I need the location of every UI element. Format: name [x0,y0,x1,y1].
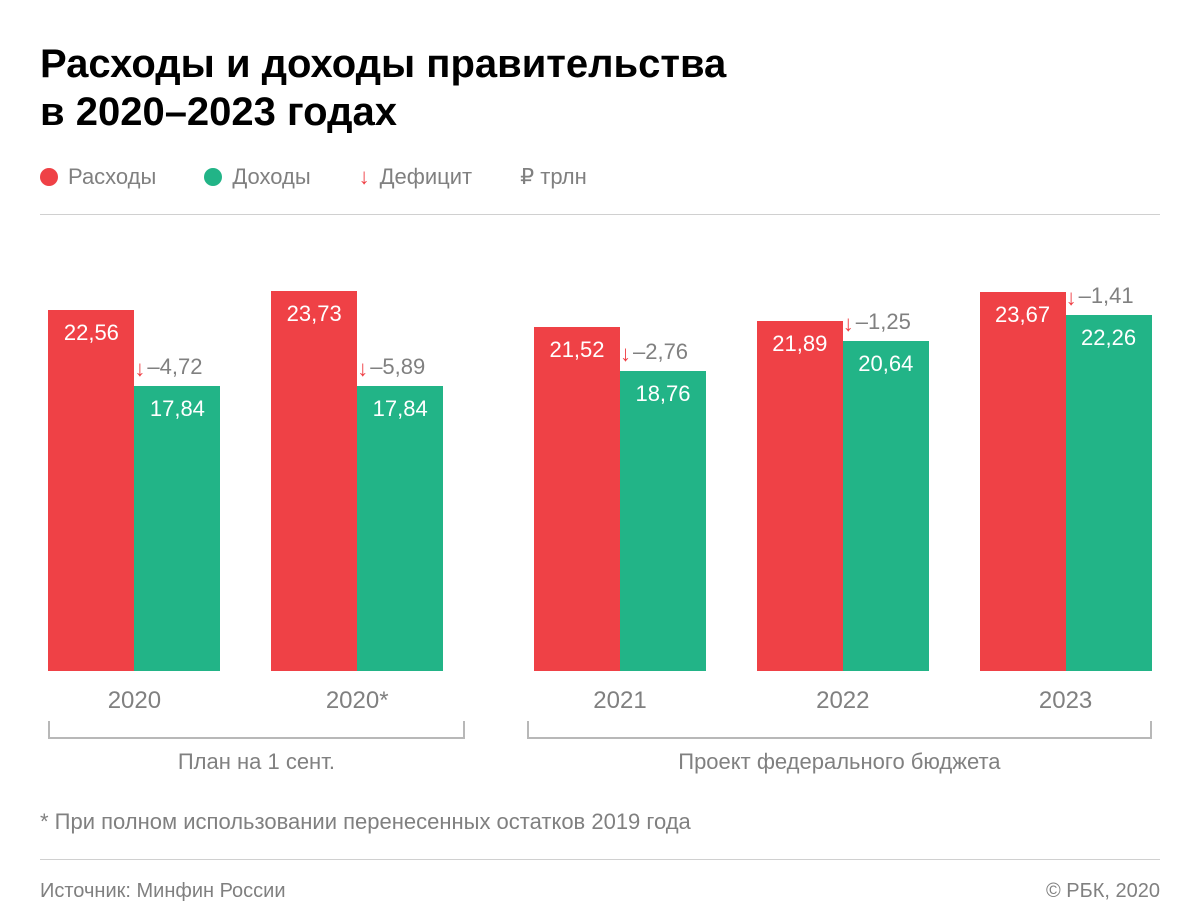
legend-label-income: Доходы [232,164,310,190]
bracket: Проект федерального бюджета [519,721,1160,775]
bracket-line [527,721,1152,739]
arrow-down-icon: ↓ [620,343,631,365]
income-value: 20,64 [858,351,913,377]
income-value: 22,26 [1081,325,1136,351]
expenses-value: 21,52 [549,337,604,363]
legend-unit-label: ₽ трлн [520,164,587,190]
legend-income: Доходы [204,164,310,190]
bar-pair: 21,5218,76↓–2,76 [526,271,715,671]
bracket-label: План на 1 сент. [178,749,335,775]
income-value: 17,84 [150,396,205,422]
legend-label-deficit: Дефицит [380,164,473,190]
deficit-label: ↓–4,72 [134,354,202,386]
income-bar: 18,76↓–2,76 [620,371,706,671]
bar-pair: 21,8920,64↓–1,25 [748,271,937,671]
footer: Источник: Минфин России © РБК, 2020 [40,880,1160,903]
x-axis-label: 2021 [593,687,646,715]
deficit-label: ↓–2,76 [620,339,688,371]
legend-label-expenses: Расходы [68,164,156,190]
income-bar: 17,84↓–5,89 [357,386,443,671]
bracket: План на 1 сент. [40,721,473,775]
year-group: 23,7317,84↓–5,892020* [263,271,452,715]
chart-title: Расходы и доходы правительства в 2020–20… [40,40,1160,136]
income-bar: 22,26↓–1,41 [1066,315,1152,671]
year-group: 21,8920,64↓–1,252022 [748,271,937,715]
deficit-value: –1,41 [1079,283,1134,309]
expenses-bar: 22,56 [48,310,134,671]
deficit-value: –5,89 [370,354,425,380]
x-axis-label: 2023 [1039,687,1092,715]
deficit-label: ↓–1,41 [1066,283,1134,315]
bar-pair: 22,5617,84↓–4,72 [40,271,229,671]
expenses-bar: 23,67 [980,292,1066,671]
x-axis-label: 2020* [326,687,389,715]
bar-pair: 23,6722,26↓–1,41 [971,271,1160,671]
bracket-label: Проект федерального бюджета [678,749,1000,775]
bracket-line [48,721,465,739]
income-bar: 17,84↓–4,72 [134,386,220,671]
chart-area: 22,5617,84↓–4,72202023,7317,84↓–5,892020… [40,215,1160,715]
bar-pair: 23,7317,84↓–5,89 [263,271,452,671]
arrow-down-icon: ↓ [357,358,368,380]
legend-swatch-expenses [40,168,58,186]
year-group: 22,5617,84↓–4,722020 [40,271,229,715]
legend-deficit: ↓ Дефицит [359,164,473,190]
legend-swatch-income [204,168,222,186]
deficit-value: –2,76 [633,339,688,365]
income-value: 18,76 [635,381,690,407]
title-line-1: Расходы и доходы правительства [40,42,726,86]
deficit-value: –1,25 [856,309,911,335]
expenses-bar: 21,89 [757,321,843,671]
legend-expenses: Расходы [40,164,156,190]
income-bar: 20,64↓–1,25 [843,341,929,671]
year-group: 23,6722,26↓–1,412023 [971,271,1160,715]
expenses-value: 23,67 [995,302,1050,328]
expenses-bar: 23,73 [271,291,357,671]
legend-unit: ₽ трлн [520,164,587,190]
credit-text: © РБК, 2020 [1046,880,1160,903]
expenses-value: 23,73 [287,301,342,327]
income-value: 17,84 [373,396,428,422]
bracket-spacer [473,721,519,775]
arrow-down-icon: ↓ [134,358,145,380]
legend: Расходы Доходы ↓ Дефицит ₽ трлн [40,164,1160,215]
arrow-down-icon: ↓ [1066,287,1077,309]
x-axis-label: 2022 [816,687,869,715]
title-line-2: в 2020–2023 годах [40,90,397,134]
brackets-row: План на 1 сент. Проект федерального бюдже… [40,721,1160,775]
x-axis-label: 2020 [108,687,161,715]
arrow-down-icon: ↓ [359,164,370,190]
deficit-value: –4,72 [147,354,202,380]
deficit-label: ↓–5,89 [357,354,425,386]
footnote: * При полном использовании перенесенных … [40,809,1160,860]
expenses-value: 22,56 [64,320,119,346]
source-text: Источник: Минфин России [40,880,286,903]
deficit-label: ↓–1,25 [843,309,911,341]
expenses-bar: 21,52 [534,327,620,671]
year-group: 21,5218,76↓–2,762021 [526,271,715,715]
arrow-down-icon: ↓ [843,313,854,335]
expenses-value: 21,89 [772,331,827,357]
